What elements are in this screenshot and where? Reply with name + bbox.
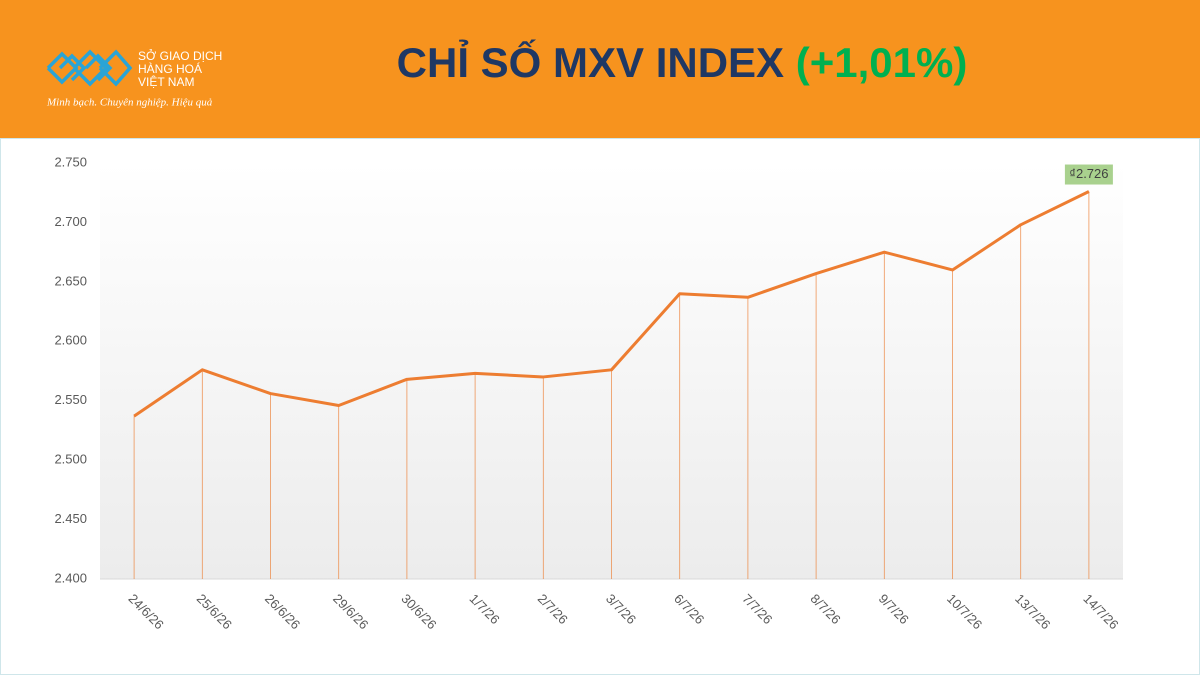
title-change: (+1,01%)	[796, 39, 968, 86]
logo-slogan: Minh bạch. Chuyên nghiệp. Hiệu quả	[46, 97, 213, 109]
y-tick-label: 2.700	[54, 214, 87, 229]
logo-mark	[46, 49, 133, 87]
y-tick-label: 2.750	[54, 154, 87, 169]
data-label-bg	[1064, 164, 1113, 185]
header	[0, 0, 1200, 138]
data-label: ₫2.726	[1069, 166, 1108, 181]
logo-text: HÀNG HOÁ	[138, 61, 202, 76]
line	[133, 190, 1090, 418]
y-tick-label: 2.450	[54, 511, 87, 526]
y-tick-label: 2.400	[54, 570, 87, 585]
logo-text: SỞ GIAO DỊCH	[138, 48, 222, 63]
y-tick-label: 2.500	[54, 452, 87, 467]
y-tick-label: 2.650	[54, 273, 87, 288]
chart-title: CHỈ SỐ MXV INDEX (+1,01%)	[397, 38, 968, 86]
logo-text: VIỆT NAM	[138, 74, 194, 89]
y-tick-label: 2.600	[54, 333, 87, 348]
y-tick-label: 2.550	[54, 392, 87, 407]
title-text: CHỈ SỐ MXV INDEX	[397, 38, 784, 86]
